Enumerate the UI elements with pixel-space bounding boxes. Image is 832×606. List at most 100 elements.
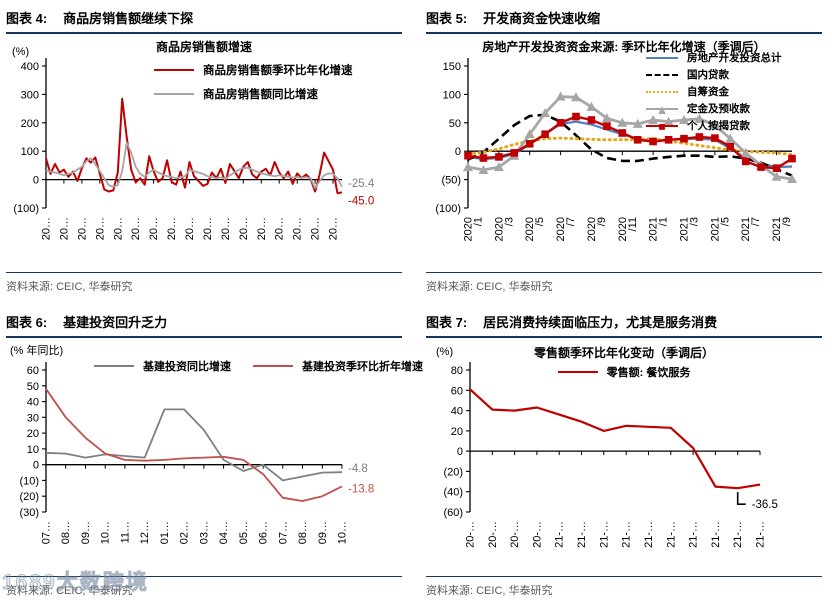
legend-swatch: ▲ <box>646 102 678 115</box>
y-axis-unit: (%) <box>12 46 30 58</box>
x-axis-label: 2020/1 <box>463 217 485 241</box>
triangle-marker <box>524 129 535 139</box>
y-axis-label: 50 <box>449 118 461 130</box>
x-axis-label: 2020/5 <box>524 217 546 241</box>
y-axis-label: 30 <box>27 412 39 424</box>
x-axis-label: 20… <box>292 217 304 240</box>
square-marker <box>649 137 657 146</box>
legend-item: 自筹资金 <box>646 84 782 99</box>
triangle-marker <box>725 133 736 143</box>
square-marker <box>633 136 642 144</box>
x-axis-label: 21-… <box>755 521 767 548</box>
figure-6: 图表 6: 基建投资回升乏力 (% 年同比) 60 50 40 30 20 10 0 (10)… <box>6 310 423 598</box>
x-axis-label: 07… <box>41 521 53 544</box>
figure-7-heading: 居民消费持续面临压力，尤其是服务消费 <box>483 315 718 330</box>
y-axis-unit: (% 年同比) <box>10 345 64 357</box>
y-axis-label: 50 <box>27 381 39 393</box>
legend-label: 定金及预收款 <box>687 103 750 115</box>
series-line <box>467 95 793 181</box>
triangle-marker <box>740 147 751 157</box>
x-axis-label: 08… <box>60 521 72 544</box>
y-axis-label: 0 <box>33 460 39 472</box>
figure-7-legend: 零售额: 餐饮服务 <box>426 364 822 380</box>
series-line <box>45 141 343 190</box>
legend-swatch <box>253 365 293 367</box>
y-axis-label: 80 <box>451 365 463 377</box>
square-marker <box>772 164 781 172</box>
square-marker <box>695 133 704 141</box>
triangle-marker <box>478 164 489 174</box>
figure-6-legend: 基建投资同比增速 基建投资季环比折年增速 <box>94 358 423 374</box>
figure-5-header: 图表 5: 开发商资金快速收缩 <box>426 6 822 34</box>
x-axis-label: 20… <box>274 217 286 240</box>
triangle-marker <box>617 117 628 127</box>
triangle-marker <box>586 101 597 111</box>
y-axis-label: (30) <box>19 507 39 519</box>
y-axis-label: 20 <box>27 428 39 440</box>
x-axis-label: 2020/9 <box>586 217 608 241</box>
data-label: -4.8 <box>348 463 368 475</box>
legend-label: 基建投资同比增速 <box>143 361 231 373</box>
square-marker <box>711 134 719 142</box>
x-axis-label: 20-… <box>465 521 477 548</box>
legend-swatch <box>646 90 678 93</box>
x-axis-label: 21-… <box>710 521 722 548</box>
legend-swatch <box>646 56 678 59</box>
x-axis-label: 20-… <box>487 521 499 548</box>
figure-4-heading: 商品房销售额继续下探 <box>63 11 194 26</box>
x-axis-label: 20-… <box>509 521 521 548</box>
y-axis-label: (100) <box>13 203 39 215</box>
square-marker <box>788 154 796 163</box>
data-label: -36.5 <box>752 499 778 511</box>
square-marker <box>603 122 611 130</box>
x-axis-label: 21-… <box>576 521 588 548</box>
triangle-marker <box>679 114 689 124</box>
x-axis-label: 2021/9 <box>771 217 793 241</box>
y-axis-label: 200 <box>21 118 39 130</box>
x-axis-label: 2021/1 <box>648 217 670 241</box>
x-axis-label: 2021/3 <box>679 217 701 241</box>
x-axis-label: 2020/7 <box>555 217 577 241</box>
y-axis-unit: (%) <box>436 346 454 358</box>
x-axis-label: 2021/5 <box>709 217 731 241</box>
y-axis-label: 40 <box>451 406 463 418</box>
figure-5-heading: 开发商资金快速收缩 <box>483 11 601 26</box>
x-axis-label: 10… <box>100 521 112 544</box>
legend-item: 零售额: 餐饮服务 <box>557 364 690 380</box>
legend-label: 自筹资金 <box>687 86 729 98</box>
triangle-marker <box>632 118 643 128</box>
series-line <box>45 97 343 195</box>
x-axis-label: 20… <box>202 217 214 240</box>
x-axis-label: 21-… <box>554 521 566 548</box>
x-axis-label: 21-… <box>598 521 610 548</box>
x-axis-label: 07… <box>277 521 289 544</box>
y-axis-label: 20 <box>451 426 463 438</box>
x-axis-label: 06… <box>258 521 270 544</box>
triangle-marker <box>555 91 566 101</box>
square-marker <box>556 119 565 127</box>
figure-6-label: 图表 6: <box>6 315 48 330</box>
triangle-marker <box>771 171 782 181</box>
y-axis-label: (20) <box>19 491 39 503</box>
square-marker <box>587 116 596 124</box>
figure-5-label: 图表 5: <box>426 11 468 26</box>
legend-label: 国内贷款 <box>687 69 729 81</box>
figure-5-chart-area: 房地产开发投资资金来源: 季环比年化增速（季调后） 150 100 50 0 (50) (… <box>426 38 822 254</box>
x-axis-label: 20… <box>148 217 160 240</box>
figure-6-heading: 基建投资回升乏力 <box>63 315 168 330</box>
figure-5-source: 资料来源: CEIC, 华泰研究 <box>426 272 822 294</box>
x-axis-label: 20… <box>220 217 232 240</box>
x-axis-label: 2020/3 <box>493 217 515 241</box>
x-axis-label: 20… <box>184 217 196 240</box>
figure-7: 图表 7: 居民消费持续面临压力，尤其是服务消费 (%) 零售额季环比年化变动（… <box>426 310 822 598</box>
square-marker <box>525 140 534 148</box>
figure-4-header: 图表 4: 商品房销售额继续下探 <box>6 6 402 34</box>
legend-swatch <box>154 93 194 95</box>
figure-7-label: 图表 7: <box>426 315 468 330</box>
triangle-marker <box>540 108 551 118</box>
series-line <box>467 115 793 170</box>
x-axis-label: 20… <box>310 217 322 240</box>
x-axis-label: 21-… <box>665 521 677 548</box>
